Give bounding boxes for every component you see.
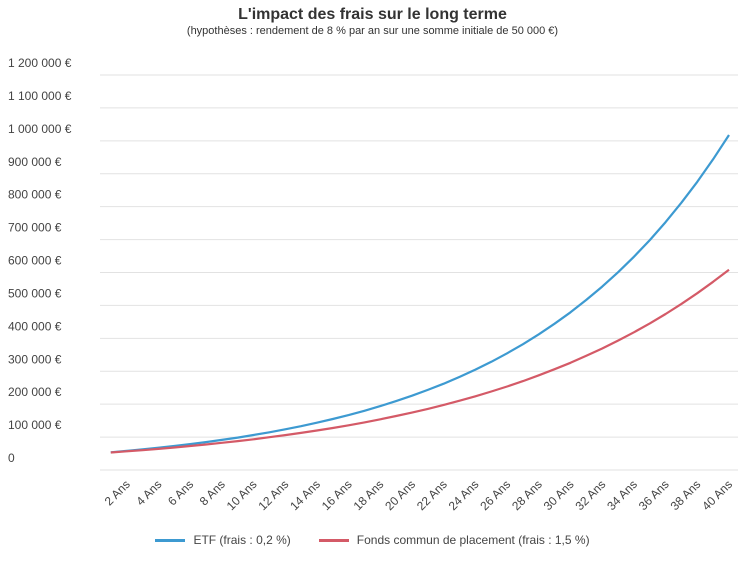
- x-tick-label: 30 Ans: [541, 477, 577, 513]
- x-tick-label: 38 Ans: [668, 477, 704, 513]
- y-tick-label: 500 000 €: [8, 286, 62, 300]
- x-tick-label: 12 Ans: [255, 477, 291, 513]
- chart-subtitle: (hypothèses : rendement de 8 % par an su…: [186, 25, 559, 37]
- y-tick-label: 1 200 000 €: [8, 56, 72, 70]
- grid-lines: [100, 74, 738, 471]
- x-tick-label: 36 Ans: [636, 477, 672, 513]
- x-tick-label: 40 Ans: [699, 477, 735, 513]
- y-tick-label: 300 000 €: [8, 352, 62, 366]
- x-tick-label: 24 Ans: [446, 477, 482, 513]
- line-chart: 0 100 000 € 200 000 € 300 000 € 400 000 € 500…: [8, 56, 738, 513]
- legend-label-fonds: Fonds commun de placement (frais : 1,5 %…: [356, 533, 590, 547]
- legend-swatch-fonds: [318, 538, 349, 542]
- y-tick-label: 700 000 €: [8, 221, 62, 235]
- series-line-etf[interactable]: [110, 134, 730, 454]
- y-tick-label: 600 000 €: [8, 254, 62, 268]
- x-tick-label: 14 Ans: [287, 477, 323, 513]
- x-tick-label: 34 Ans: [604, 477, 640, 513]
- x-tick-label: 16 Ans: [319, 477, 355, 513]
- x-tick-label: 28 Ans: [509, 477, 545, 513]
- legend-swatch-etf: [155, 538, 186, 542]
- y-tick-label: 900 000 €: [8, 155, 62, 169]
- x-tick-label: 32 Ans: [572, 477, 608, 513]
- y-tick-label: 400 000 €: [8, 319, 62, 333]
- x-tick-label: 20 Ans: [382, 477, 418, 513]
- y-tick-label: 100 000 €: [8, 418, 62, 432]
- chart-title: L'impact des frais sur le long terme: [238, 6, 507, 23]
- y-axis-ticks: 0 100 000 € 200 000 € 300 000 € 400 000 € 500…: [8, 56, 72, 465]
- y-tick-label: 200 000 €: [8, 385, 62, 399]
- y-tick-label: 800 000 €: [8, 188, 62, 202]
- x-tick-label: 2 Ans: [102, 477, 133, 508]
- legend-label-etf: ETF (frais : 0,2 %): [193, 533, 291, 547]
- series-line-fonds[interactable]: [110, 268, 730, 454]
- series-lines: [110, 134, 730, 454]
- y-tick-label: 0: [8, 451, 15, 465]
- legend: ETF (frais : 0,2 %) Fonds commun de plac…: [0, 533, 745, 547]
- x-tick-label: 22 Ans: [414, 477, 450, 513]
- x-tick-label: 6 Ans: [165, 477, 196, 508]
- x-tick-label: 4 Ans: [133, 477, 164, 508]
- x-tick-label: 10 Ans: [224, 477, 260, 513]
- x-tick-label: 18 Ans: [351, 477, 387, 513]
- y-tick-label: 1 000 000 €: [8, 122, 72, 136]
- y-tick-label: 1 100 000 €: [8, 89, 72, 103]
- x-tick-label: 26 Ans: [477, 477, 513, 513]
- legend-item-fonds[interactable]: Fonds commun de placement (frais : 1,5 %…: [318, 533, 590, 547]
- legend-item-etf[interactable]: ETF (frais : 0,2 %): [155, 533, 291, 547]
